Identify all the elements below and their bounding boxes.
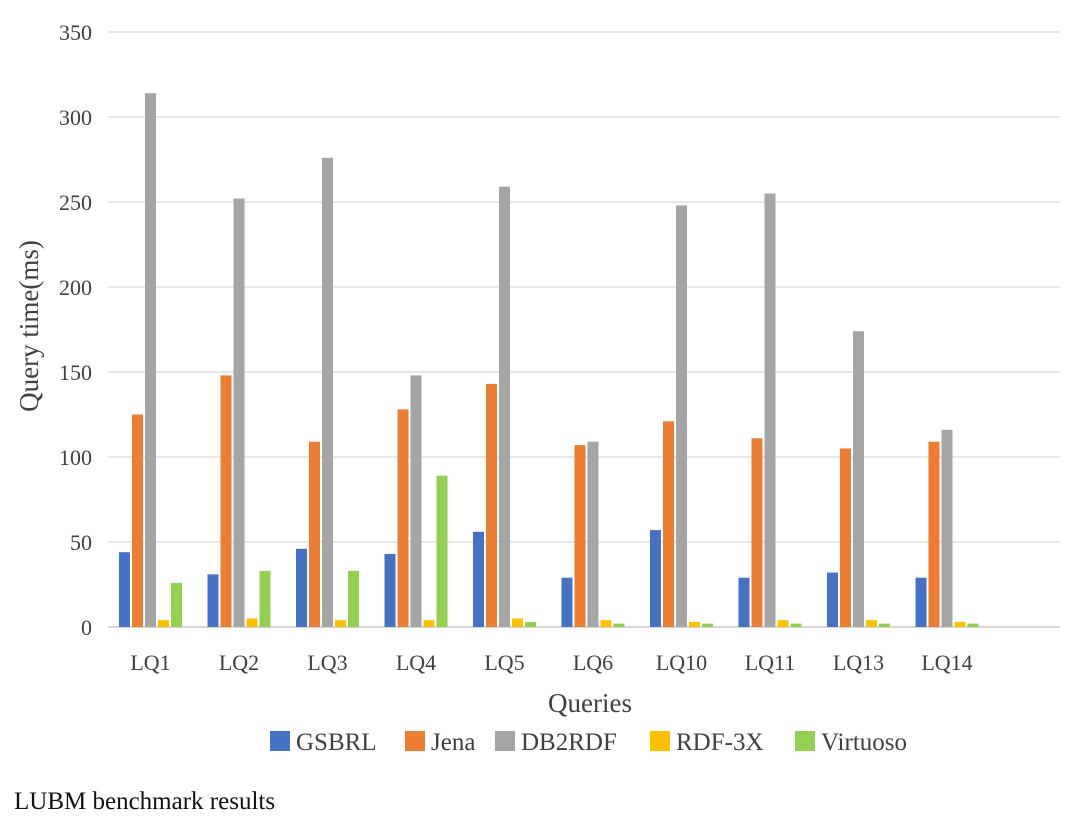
bars xyxy=(119,93,979,628)
bar-chart: 0 50 100 150 200 250 300 350 LQ1 LQ2 LQ3 LQ4 LQ5 LQ6… xyxy=(14,20,1060,756)
bar-db2rdf-lq2 xyxy=(233,198,245,627)
x-tick-label: LQ14 xyxy=(921,650,972,675)
legend-swatch xyxy=(495,731,515,751)
y-axis-ticks: 0 50 100 150 200 250 300 350 xyxy=(59,20,92,640)
bar-db2rdf-lq6 xyxy=(587,441,599,627)
bar-rdf-3x-lq5 xyxy=(512,618,523,627)
bar-jena-lq10 xyxy=(663,421,674,627)
bar-jena-lq1 xyxy=(132,414,143,627)
bar-gsbrl-lq10 xyxy=(650,530,661,627)
legend-label: Jena xyxy=(431,729,475,756)
bar-db2rdf-lq11 xyxy=(764,193,776,627)
bar-virtuoso-lq1 xyxy=(171,582,182,627)
y-tick-label: 100 xyxy=(59,445,92,470)
y-tick-label: 0 xyxy=(81,615,92,640)
bar-db2rdf-lq14 xyxy=(941,429,953,627)
legend-label: Virtuoso xyxy=(821,729,907,756)
bar-gsbrl-lq3 xyxy=(296,548,307,627)
bar-rdf-3x-lq13 xyxy=(866,620,877,627)
x-axis-ticks: LQ1 LQ2 LQ3 LQ4 LQ5 LQ6 LQ10 LQ11 LQ13 LQ14 xyxy=(130,650,972,675)
bar-jena-lq14 xyxy=(928,441,940,627)
bar-gsbrl-lq14 xyxy=(915,577,927,627)
x-tick-label: LQ5 xyxy=(484,650,524,675)
bar-rdf-3x-lq11 xyxy=(777,620,789,627)
bar-virtuoso-lq5 xyxy=(525,621,536,627)
x-axis-title: Queries xyxy=(548,688,632,718)
bar-virtuoso-lq14 xyxy=(967,623,979,627)
legend-swatch xyxy=(270,731,290,751)
bar-virtuoso-lq10 xyxy=(702,623,713,627)
legend-label: GSBRL xyxy=(296,729,377,756)
bar-db2rdf-lq13 xyxy=(853,331,864,627)
bar-virtuoso-lq6 xyxy=(613,623,625,627)
x-tick-label: LQ13 xyxy=(833,650,884,675)
bar-virtuoso-lq4 xyxy=(436,475,448,627)
bar-virtuoso-lq13 xyxy=(879,623,890,627)
bar-jena-lq11 xyxy=(751,438,763,627)
x-tick-label: LQ10 xyxy=(656,650,707,675)
legend-label: RDF-3X xyxy=(676,729,764,756)
bar-gsbrl-lq4 xyxy=(384,553,396,627)
bar-gsbrl-lq6 xyxy=(561,577,573,627)
bar-db2rdf-lq3 xyxy=(322,157,333,628)
x-tick-label: LQ1 xyxy=(130,650,170,675)
y-tick-label: 200 xyxy=(59,275,92,300)
legend-swatch xyxy=(795,731,815,751)
bar-db2rdf-lq5 xyxy=(499,186,510,627)
bar-rdf-3x-lq4 xyxy=(423,620,435,627)
y-tick-label: 150 xyxy=(59,360,92,385)
legend: GSBRL Jena DB2RDF RDF-3X Virtuoso xyxy=(270,729,907,756)
x-tick-label: LQ4 xyxy=(396,650,436,675)
y-tick-label: 300 xyxy=(59,105,92,130)
bar-rdf-3x-lq1 xyxy=(158,620,169,627)
y-tick-label: 350 xyxy=(59,20,92,45)
bar-db2rdf-lq4 xyxy=(410,375,422,627)
bar-db2rdf-lq10 xyxy=(676,205,687,627)
x-tick-label: LQ11 xyxy=(745,650,796,675)
legend-swatch xyxy=(405,731,425,751)
bar-rdf-3x-lq2 xyxy=(246,618,258,627)
bar-virtuoso-lq3 xyxy=(348,570,359,627)
bar-gsbrl-lq5 xyxy=(473,531,484,627)
bar-gsbrl-lq11 xyxy=(738,577,750,627)
legend-swatch xyxy=(650,731,670,751)
bar-gsbrl-lq13 xyxy=(827,572,838,627)
bar-rdf-3x-lq10 xyxy=(689,621,700,627)
bar-gsbrl-lq2 xyxy=(207,574,219,627)
bar-virtuoso-lq2 xyxy=(259,570,271,627)
bar-rdf-3x-lq14 xyxy=(954,621,966,627)
y-axis-title: Query time(ms) xyxy=(14,240,44,412)
bar-jena-lq5 xyxy=(486,383,497,627)
y-tick-label: 50 xyxy=(70,530,92,555)
bar-jena-lq13 xyxy=(840,448,851,627)
bar-jena-lq6 xyxy=(574,445,586,627)
figure-caption: LUBM benchmark results xyxy=(14,788,276,815)
bar-rdf-3x-lq3 xyxy=(335,620,346,627)
bar-jena-lq2 xyxy=(220,375,232,627)
bar-jena-lq3 xyxy=(309,441,320,627)
bar-gsbrl-lq1 xyxy=(119,552,130,627)
x-tick-label: LQ3 xyxy=(307,650,347,675)
bar-rdf-3x-lq6 xyxy=(600,620,612,627)
bar-jena-lq4 xyxy=(397,409,409,627)
x-tick-label: LQ6 xyxy=(573,650,613,675)
x-tick-label: LQ2 xyxy=(219,650,259,675)
y-tick-label: 250 xyxy=(59,190,92,215)
bar-virtuoso-lq11 xyxy=(790,623,802,627)
legend-label: DB2RDF xyxy=(521,729,617,756)
bar-db2rdf-lq1 xyxy=(145,93,156,627)
